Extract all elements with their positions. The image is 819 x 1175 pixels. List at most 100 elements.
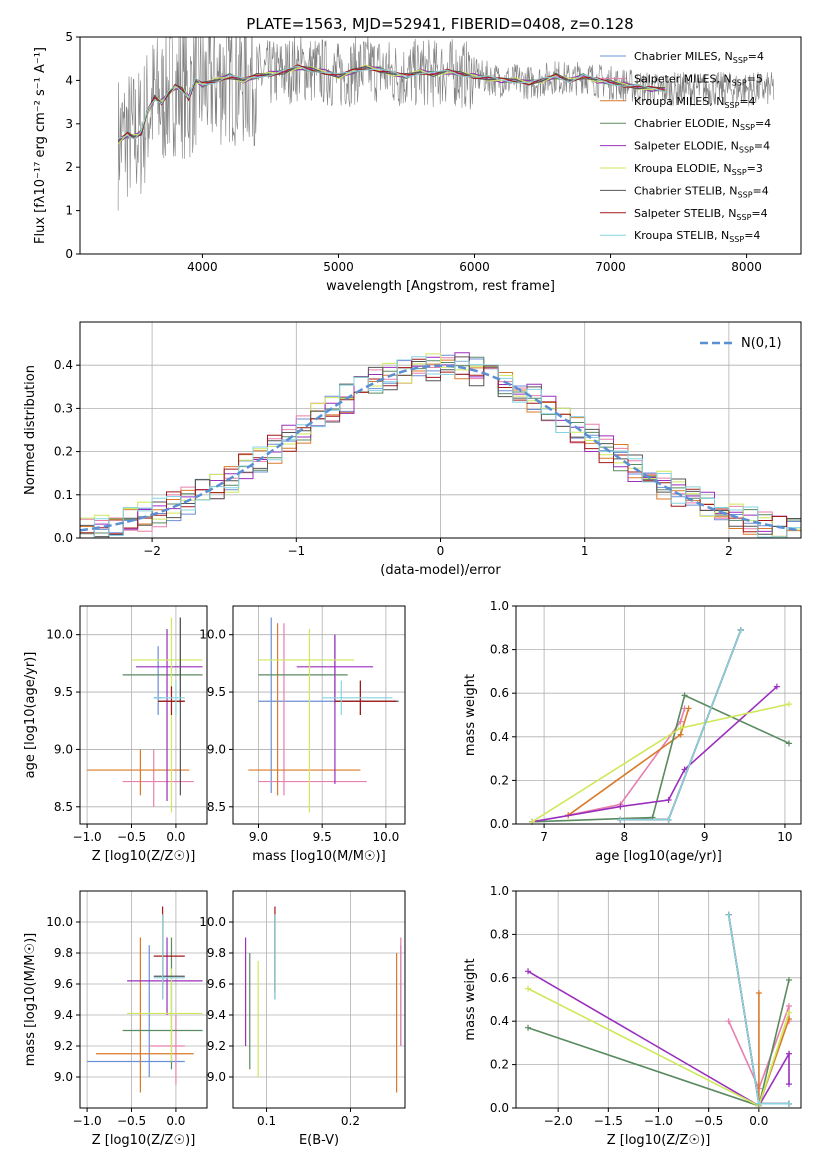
x-axis-label: E(B-V) [299, 1133, 339, 1148]
x-tick-label: −1.5 [594, 1114, 623, 1128]
data-point [755, 1100, 762, 1107]
x-tick-label: 7 [540, 830, 548, 844]
x-tick-label: −0.5 [117, 830, 146, 844]
y-tick-label: 0.2 [54, 445, 73, 459]
data-point [725, 1018, 732, 1025]
x-tick-label: 8000 [731, 260, 762, 274]
data-point [665, 797, 672, 804]
series-line [568, 708, 686, 817]
y-tick-label: 9.0 [207, 742, 226, 756]
y-tick-label: 3 [65, 117, 73, 131]
histograms [80, 352, 801, 538]
y-tick-label: 5 [65, 30, 73, 44]
y-tick-label: 0.3 [54, 401, 73, 415]
y-tick-label: 1 [65, 204, 73, 218]
x-tick-label: 8 [621, 830, 629, 844]
x-tick-label: 0.1 [257, 1114, 276, 1128]
y-tick-label: 9.6 [54, 977, 73, 991]
x-tick-label: −1 [287, 544, 305, 558]
legend-label: Chabrier MILES, NSSP=4 [634, 50, 764, 65]
data-point [525, 1024, 532, 1031]
age_vs_Z-axes: −1.0 −0.5 0.0 8.5 9.0 9.5 10.0 Z [log10(Z/Z☉)] a… [23, 605, 208, 864]
y-tick-label: 10.0 [46, 628, 73, 642]
y-tick-label: 0.4 [490, 730, 509, 744]
mass_vs_EBV-axes: 0.1 0.2 9.0 9.2 9.4 9.6 9.8 10.0 E(B-V) [199, 890, 406, 1148]
y-tick-label: 1.0 [490, 884, 509, 898]
y-axis-label: age [log10(age/yr)] [23, 652, 38, 779]
spectrum-legend: Chabrier MILES, NSSP=4 Salpeter MILES, NS… [600, 50, 771, 244]
mass_vs_Z-axes: −1.0 −0.5 0.0 9.0 9.2 9.4 9.6 9.8 10.0 Z [log10(Z… [23, 890, 208, 1148]
x-axis-label: Z [log10(Z/Z☉)] [92, 1133, 196, 1148]
y-tick-label: 8.5 [207, 800, 226, 814]
x-tick-label: 9.0 [249, 830, 268, 844]
data-point [773, 683, 780, 690]
y-tick-label: 0.6 [490, 971, 509, 985]
x-tick-label: 0.0 [166, 1114, 185, 1128]
x-axis-label: Z [log10(Z/Z☉)] [92, 849, 196, 864]
data-point [677, 718, 684, 725]
x-tick-label: −0.5 [694, 1114, 723, 1128]
y-tick-label: 0 [65, 247, 73, 261]
y-axis-label: mass weight [463, 674, 478, 756]
data-point [785, 1100, 792, 1107]
spectrum-axes: 4000 5000 6000 7000 8000 0 1 2 3 4 5 wavelength [An… [33, 30, 802, 294]
legend-label: Salpeter MILES, NSSP=5 [634, 72, 763, 87]
data-point [785, 1003, 792, 1010]
x-axis-label: wavelength [Angstrom, rest frame] [326, 279, 555, 294]
x-tick-label: 9.5 [313, 830, 332, 844]
data-point [785, 1009, 792, 1016]
y-tick-label: 0.2 [490, 1058, 509, 1072]
y-tick-label: 1.0 [490, 599, 509, 613]
x-tick-label: 1 [581, 544, 589, 558]
y-tick-label: 9.0 [54, 742, 73, 756]
series-line [620, 629, 742, 821]
y-tick-label: 9.0 [207, 1070, 226, 1084]
plot-frame [79, 36, 802, 255]
data-point [685, 705, 692, 712]
y-tick-label: 9.5 [54, 685, 73, 699]
x-axis-label: age [log10(age/yr)] [595, 849, 722, 864]
x-tick-label: 9 [701, 830, 709, 844]
x-tick-label: 5000 [323, 260, 354, 274]
histogram-step [80, 356, 801, 538]
data-point [681, 766, 688, 773]
x-tick-label: 4000 [187, 260, 218, 274]
plot-frame [232, 890, 406, 1109]
y-tick-label: 2 [65, 160, 73, 174]
massweight_vs_age-axes: 7 8 9 10 0.0 0.2 0.4 0.6 0.8 1.0 age [log10(age/yr… [463, 599, 802, 864]
y-tick-label: 0.0 [54, 531, 73, 545]
data-point [617, 816, 624, 823]
data-point [525, 968, 532, 975]
plot-frame [515, 890, 802, 1109]
y-tick-label: 9.2 [207, 1039, 226, 1053]
y-tick-label: 10.0 [199, 915, 226, 929]
data-point [617, 803, 624, 810]
x-axis-label: Z [log10(Z/Z☉)] [607, 1133, 711, 1148]
x-tick-label: 10 [777, 830, 792, 844]
y-tick-label: 0.0 [490, 1101, 509, 1115]
y-tick-label: 4 [65, 73, 73, 87]
x-tick-label: 0.0 [749, 1114, 768, 1128]
y-axis-label: mass [log10(M/M☉)] [23, 933, 38, 1066]
series-line [620, 629, 742, 821]
y-tick-label: 0.8 [490, 643, 509, 657]
y-tick-label: 0.4 [54, 358, 73, 372]
y-tick-label: 0.0 [490, 817, 509, 831]
legend-label: Salpeter STELIB, NSSP=4 [634, 207, 768, 222]
y-tick-label: 10.0 [46, 915, 73, 929]
age_vs_mass-axes: 9.0 9.5 10.0 8.5 9.0 9.5 10.0 mass [log10(M/M☉)… [199, 605, 406, 864]
x-tick-label: 0 [437, 544, 445, 558]
y-axis-label: mass weight [463, 958, 478, 1040]
x-tick-label: 2 [725, 544, 733, 558]
data-point [525, 985, 532, 992]
x-tick-label: −0.5 [117, 1114, 146, 1128]
figure-title: PLATE=1563, MJD=52941, FIBERID=0408, z=0… [246, 15, 633, 33]
y-tick-label: 0.1 [54, 488, 73, 502]
data-point [785, 976, 792, 983]
y-tick-label: 0.2 [490, 773, 509, 787]
series-line [620, 629, 742, 821]
y-axis-label: Flux [fλ10⁻¹⁷ erg cm⁻² s⁻¹ A⁻¹] [33, 47, 48, 244]
data-spectrum-line [117, 37, 775, 211]
x-axis-label: mass [log10(M/M☉)] [252, 849, 385, 864]
